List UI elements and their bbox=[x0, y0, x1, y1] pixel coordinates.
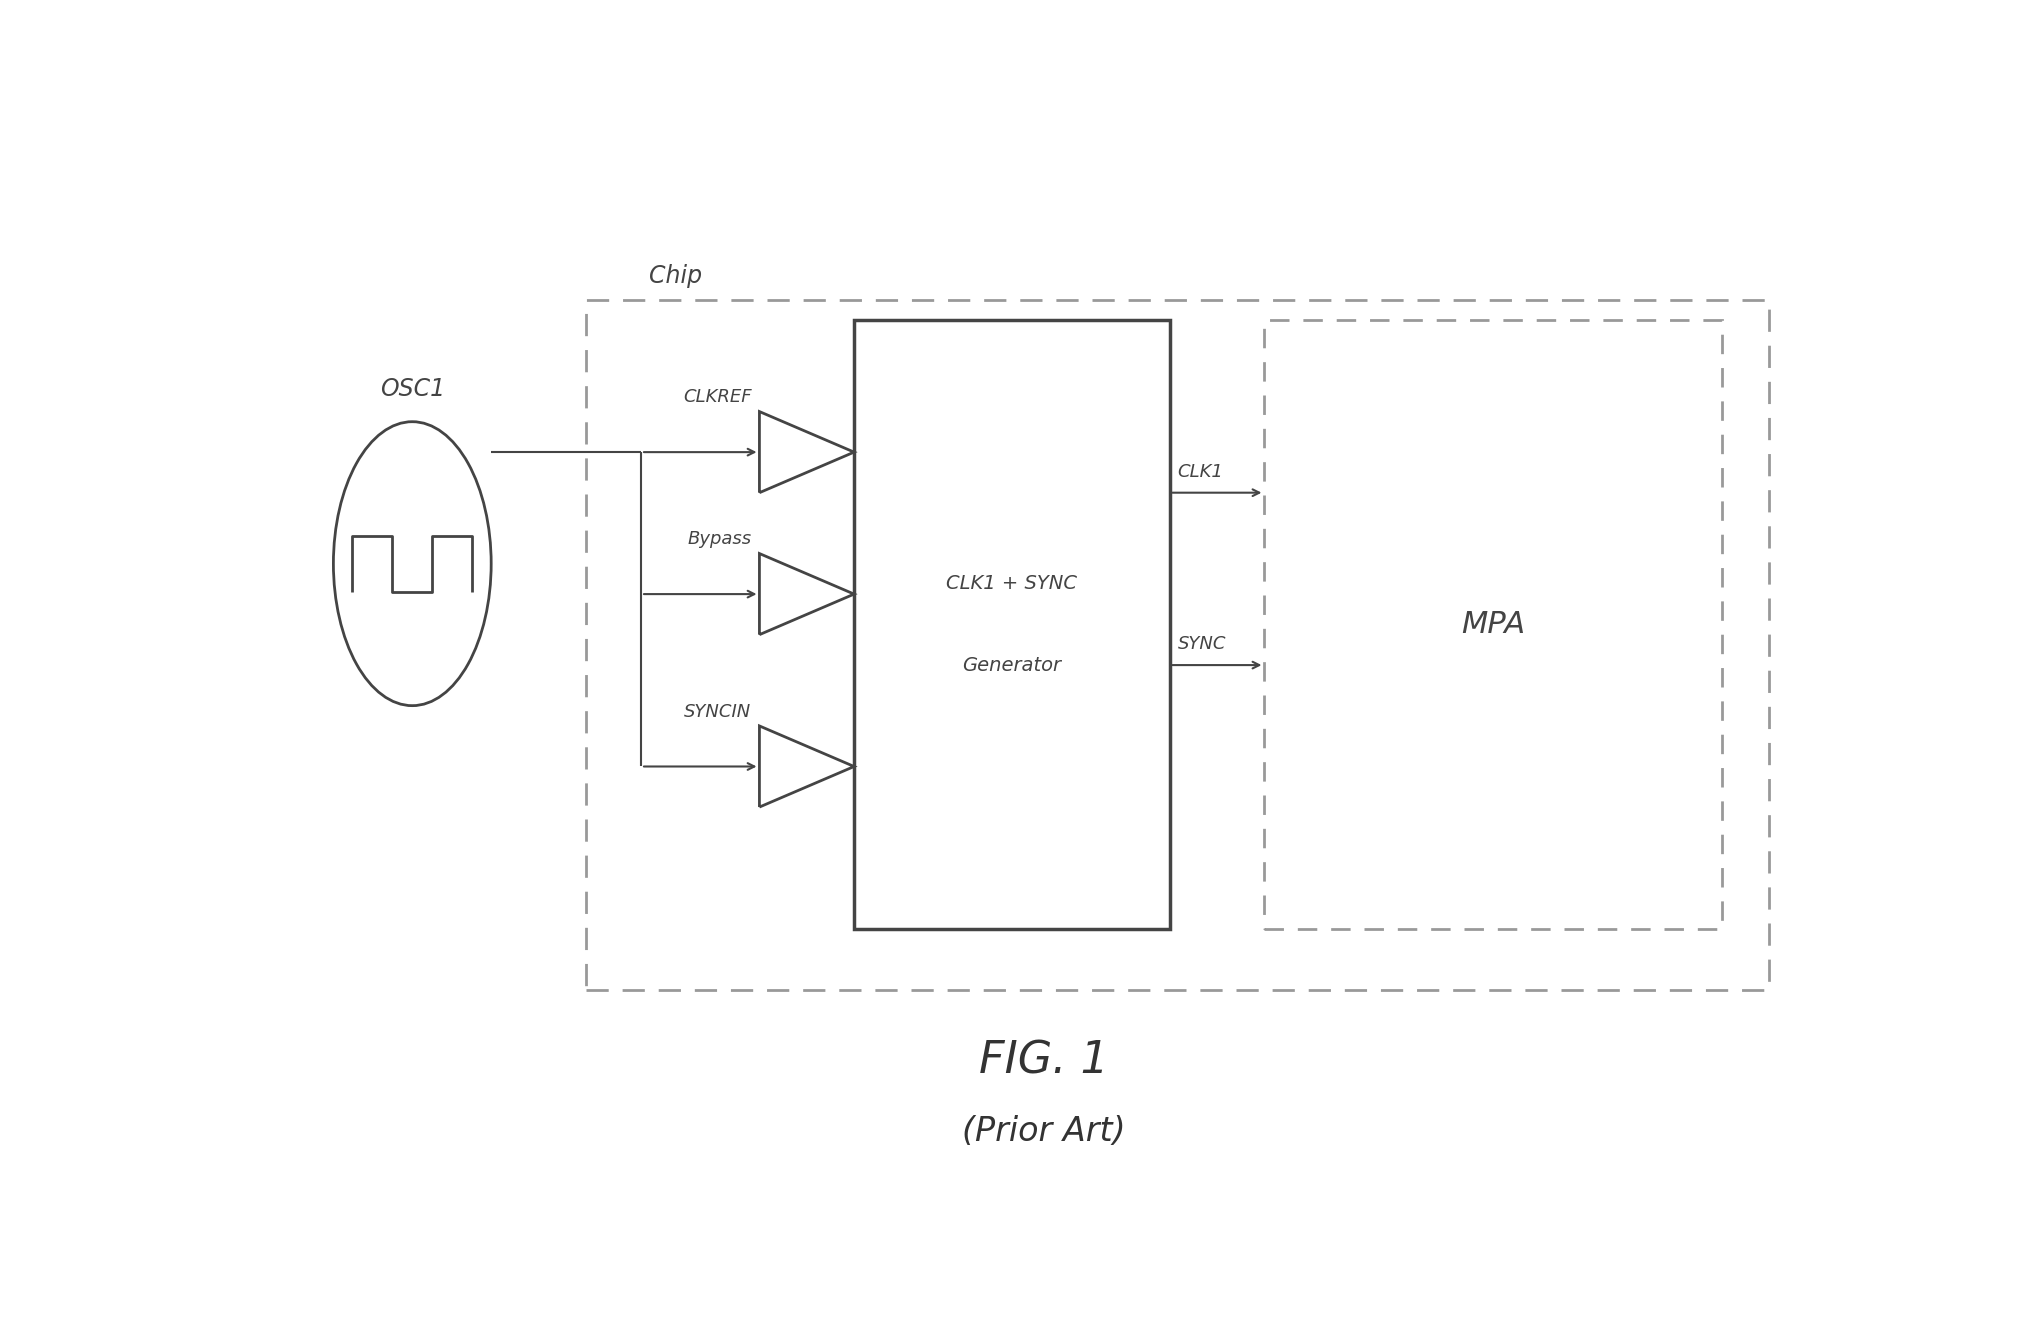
Text: OSC1: OSC1 bbox=[381, 378, 444, 402]
Text: Bypass: Bypass bbox=[688, 531, 751, 548]
Text: CLK1: CLK1 bbox=[1177, 462, 1224, 481]
Text: CLK1 + SYNC: CLK1 + SYNC bbox=[947, 574, 1077, 594]
Text: (Prior Art): (Prior Art) bbox=[961, 1115, 1126, 1148]
Text: MPA: MPA bbox=[1462, 610, 1525, 639]
Text: FIG. 1: FIG. 1 bbox=[979, 1039, 1108, 1083]
Text: Generator: Generator bbox=[963, 656, 1061, 674]
Text: CLKREF: CLKREF bbox=[682, 389, 751, 407]
Text: Chip: Chip bbox=[649, 263, 702, 288]
Text: SYNC: SYNC bbox=[1177, 635, 1226, 653]
Text: SYNCIN: SYNCIN bbox=[684, 703, 751, 720]
